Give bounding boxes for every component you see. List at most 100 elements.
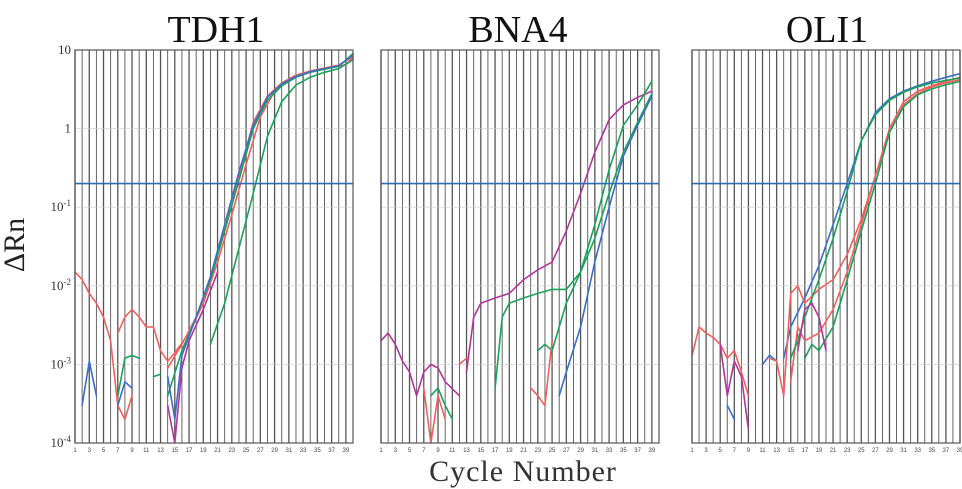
x-tick-label: 23	[228, 448, 235, 454]
x-tick-label: 11	[143, 448, 150, 454]
x-tick-label: 5	[102, 448, 106, 454]
x-tick-label: 39	[957, 448, 962, 454]
x-tick-label: 21	[520, 448, 527, 454]
x-tick-label: 21	[214, 448, 221, 454]
x-tick-labels: 1 3 5 7 9 11 13 15 17 19 21 23 25 27 29 31 33 35 37 39	[690, 448, 962, 454]
x-tick-label: 1	[690, 448, 694, 454]
x-tick-label: 29	[577, 448, 584, 454]
x-tick-label: 37	[943, 448, 950, 454]
y-tick-label: 10-4	[51, 434, 72, 450]
amplification-curve-blue	[726, 404, 736, 421]
x-tick-labels: 1 3 5 7 9 11 13 15 17 19 21 23 25 27 29 31 33 35 37 39	[73, 448, 350, 454]
y-tick-label: 10-1	[51, 198, 72, 214]
x-tick-label: 19	[816, 448, 823, 454]
amplification-curves	[74, 52, 354, 444]
x-tick-label: 19	[506, 448, 513, 454]
x-tick-label: 25	[858, 448, 865, 454]
x-tick-label: 27	[257, 448, 264, 454]
x-tick-label: 9	[436, 448, 440, 454]
x-tick-label: 9	[747, 448, 751, 454]
amplification-curve-magenta	[797, 302, 827, 352]
x-tick-label: 7	[116, 448, 120, 454]
amplification-curve-green	[789, 77, 961, 359]
amplification-curve-magenta	[166, 271, 219, 444]
x-tick-label: 27	[563, 448, 570, 454]
panel-title-oli1: OLI1	[786, 9, 868, 51]
amplification-curve-green	[152, 373, 162, 378]
plot-frame	[74, 49, 354, 444]
x-tick-label: 25	[243, 448, 250, 454]
vertical-gridlines	[691, 50, 961, 443]
amplification-curve-blue	[117, 381, 133, 407]
amplification-curve-magenta	[465, 90, 653, 373]
plot-frame	[380, 49, 660, 444]
amplification-curve-green	[430, 387, 454, 421]
amplification-curve-red	[458, 357, 468, 366]
x-tick-label: 33	[914, 448, 921, 454]
y-tick-label: 10	[58, 42, 71, 57]
y-tick-label: 1	[65, 121, 72, 136]
x-tick-label: 31	[592, 448, 599, 454]
amplification-curve-red	[768, 76, 961, 397]
y-tick-labels: 10 1 10-1 10-2 10-3 10-4	[51, 42, 72, 450]
x-tick-label: 31	[900, 448, 907, 454]
x-tick-label: 5	[408, 448, 412, 454]
x-tick-label: 17	[186, 448, 193, 454]
x-tick-label: 19	[200, 448, 207, 454]
amplification-curve-green	[537, 92, 653, 352]
amplification-curve-red	[789, 78, 961, 383]
x-tick-label: 11	[759, 448, 766, 454]
x-tick-label: 1	[73, 448, 77, 454]
x-tick-label: 7	[422, 448, 426, 454]
x-tick-label: 33	[606, 448, 613, 454]
x-tick-label: 13	[157, 448, 164, 454]
x-tick-label: 25	[549, 448, 556, 454]
x-tick-label: 9	[130, 448, 134, 454]
x-tick-label: 13	[463, 448, 470, 454]
amplification-curve-blue	[81, 360, 98, 407]
plot-frame	[691, 49, 961, 444]
amplification-curve-green	[209, 59, 354, 346]
x-tick-label: 15	[787, 448, 794, 454]
x-tick-label: 15	[171, 448, 178, 454]
panel-oli1: 1 3 5 7 9 11 13 15 17 19 21 23 25 27 29 31 33 35 37 39	[690, 49, 962, 454]
plot-background	[75, 50, 353, 443]
x-tick-label: 3	[88, 448, 92, 454]
x-tick-label: 35	[620, 448, 627, 454]
amplification-curve-blue	[558, 95, 653, 397]
panel-title-bna4: BNA4	[468, 9, 567, 51]
x-tick-label: 35	[314, 448, 321, 454]
panel-title-tdh1: TDH1	[167, 9, 264, 51]
amplification-curve-green	[494, 80, 653, 389]
x-tick-label: 37	[634, 448, 641, 454]
x-axis-label: Cycle Number	[429, 455, 617, 488]
x-tick-label: 3	[394, 448, 398, 454]
x-tick-label: 33	[300, 448, 307, 454]
amplification-curve-magenta	[380, 332, 461, 397]
amplification-curve-blue	[166, 54, 354, 421]
amplification-curve-blue	[761, 354, 778, 366]
amplification-curves	[380, 80, 653, 444]
x-tick-label: 39	[343, 448, 350, 454]
x-tick-label: 29	[886, 448, 893, 454]
x-tick-label: 39	[649, 448, 656, 454]
amplification-curve-red	[423, 387, 446, 444]
x-tick-label: 15	[477, 448, 484, 454]
y-tick-label: 10-3	[51, 355, 72, 371]
panel-tdh1: 1 3 5 7 9 11 13 15 17 19 21 23 25 27 29 31 33 35 37 39	[73, 49, 354, 454]
x-tick-label: 7	[733, 448, 737, 454]
plot-background	[381, 50, 659, 443]
x-tick-label: 29	[271, 448, 278, 454]
x-tick-label: 21	[830, 448, 837, 454]
x-tick-label: 1	[379, 448, 383, 454]
amplification-curve-magenta	[719, 343, 750, 430]
x-tick-label: 17	[492, 448, 499, 454]
x-tick-label: 23	[534, 448, 541, 454]
amplification-curve-green	[117, 354, 140, 397]
x-tick-label: 27	[872, 448, 879, 454]
x-tick-label: 3	[704, 448, 708, 454]
y-axis-label: ΔRn	[0, 218, 31, 272]
y-tick-label: 10-2	[51, 277, 72, 293]
x-tick-label: 37	[328, 448, 335, 454]
